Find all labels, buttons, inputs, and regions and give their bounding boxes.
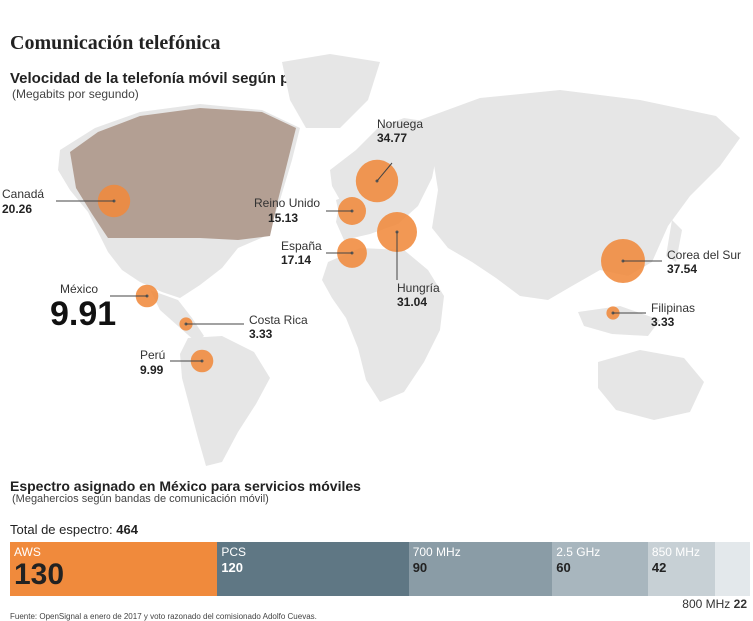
spectrum-total-label: Total de espectro: <box>10 522 113 537</box>
country-label-costa-rica: Costa Rica <box>249 313 308 327</box>
spectrum-segment-pcs: PCS 120 <box>217 542 409 596</box>
segment-band-pcs: PCS <box>221 545 246 559</box>
segment-band-2-5-ghz: 2.5 GHz <box>556 545 601 559</box>
segment-band-850-mhz: 850 MHz <box>651 545 700 559</box>
segment-value-850-mhz: 42 <box>651 560 667 575</box>
country-value-reino-unido: 15.13 <box>268 211 298 225</box>
country-label-mexico: México <box>60 282 98 296</box>
segment-band-aws: AWS <box>14 545 41 559</box>
segment-value-700-mhz: 90 <box>412 560 428 575</box>
segment-value-aws: 130 <box>14 558 65 591</box>
spectrum-bar: AWS 130 PCS 120 700 MHz 90 2.5 GHz 60 850 MHz 42 <box>10 542 750 596</box>
country-value-peru: 9.99 <box>140 363 164 377</box>
country-label-peru: Perú <box>140 348 165 362</box>
spectrum-subtitle: (Megahercios según bandas de comunicació… <box>12 493 269 505</box>
spectrum-segment-aws: AWS 130 <box>10 542 218 596</box>
spectrum-total: Total de espectro: 464 <box>10 522 138 537</box>
country-label-espana: España <box>281 239 322 253</box>
country-value-corea-del-sur: 37.54 <box>667 262 697 276</box>
spectrum-tail-label: 800 MHz 22 <box>682 597 747 611</box>
map-title: Velocidad de la telefonía móvil según pa… <box>10 70 311 87</box>
country-label-reino-unido: Reino Unido <box>254 196 320 210</box>
country-value-canada: 20.26 <box>2 202 32 216</box>
country-value-noruega: 34.77 <box>377 131 407 145</box>
country-value-hungria: 31.04 <box>397 295 427 309</box>
country-label-corea-del-sur: Corea del Sur <box>667 248 741 262</box>
spectrum-title: Espectro asignado en México para servici… <box>10 478 361 494</box>
segment-band-700-mhz: 700 MHz <box>412 545 461 559</box>
country-label-noruega: Noruega <box>377 117 423 131</box>
country-label-canada: Canadá <box>2 187 44 201</box>
spectrum-total-value: 464 <box>116 522 138 537</box>
spectrum-segment-700-mhz: 700 MHz 90 <box>408 542 553 596</box>
source-note: Fuente: OpenSignal a enero de 2017 y vot… <box>10 612 317 621</box>
country-value-espana: 17.14 <box>281 253 311 267</box>
country-value-mexico: 9.91 <box>50 295 116 333</box>
country-value-filipinas: 3.33 <box>651 315 675 329</box>
spectrum-segment-800-mhz <box>714 542 750 596</box>
segment-value-pcs: 120 <box>221 560 244 575</box>
map-subtitle: (Megabits por segundo) <box>12 87 139 101</box>
page-title: Comunicación telefónica <box>10 32 221 54</box>
tail-value: 22 <box>733 597 747 611</box>
tail-band: 800 MHz <box>682 597 731 611</box>
leader-line-noruega <box>376 162 393 182</box>
country-label-filipinas: Filipinas <box>651 301 695 315</box>
segment-value-2-5-ghz: 60 <box>556 560 571 575</box>
spectrum-segment-850-mhz: 850 MHz 42 <box>647 542 715 596</box>
country-label-hungria: Hungría <box>397 281 440 295</box>
spectrum-segment-2-5-ghz: 2.5 GHz 60 <box>552 542 648 596</box>
country-value-costa-rica: 3.33 <box>249 327 273 341</box>
